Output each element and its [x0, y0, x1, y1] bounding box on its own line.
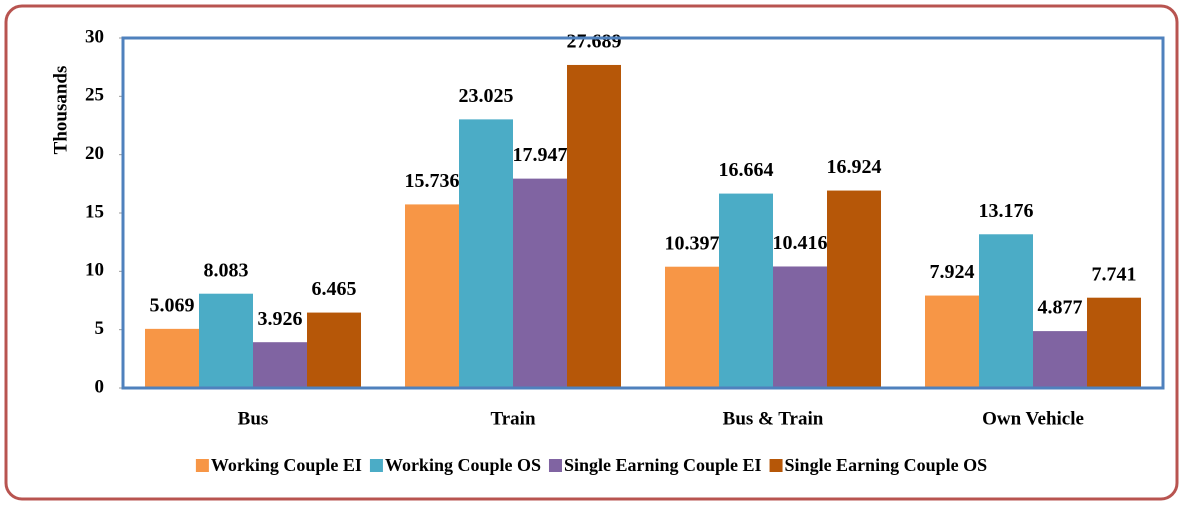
bar — [145, 328, 199, 388]
data-label: 17.947 — [513, 144, 568, 166]
legend-label: Single Earning Couple OS — [785, 455, 988, 475]
y-tick-label: 5 — [95, 318, 105, 339]
bar — [199, 293, 253, 388]
bar — [719, 193, 773, 388]
x-tick-label: Own Vehicle — [982, 408, 1084, 429]
data-label: 5.069 — [150, 294, 195, 316]
bar — [1087, 297, 1141, 388]
data-label: 3.926 — [258, 308, 303, 330]
legend-swatch — [769, 459, 783, 472]
data-label: 23.025 — [459, 85, 514, 107]
bar — [253, 342, 307, 388]
bar — [665, 266, 719, 388]
x-tick-label: Train — [490, 408, 535, 429]
data-label: 16.664 — [719, 159, 774, 181]
y-tick-label: 0 — [95, 376, 105, 397]
bar — [307, 312, 361, 388]
data-label: 10.416 — [773, 232, 828, 254]
data-label: 7.924 — [930, 261, 975, 283]
y-tick-label: 15 — [85, 201, 104, 222]
y-tick-label: 20 — [85, 143, 104, 164]
bar — [925, 295, 979, 388]
bar — [1033, 331, 1087, 388]
data-label: 15.736 — [405, 170, 460, 192]
bar — [567, 64, 621, 388]
data-label: 27.689 — [567, 31, 622, 53]
data-label: 8.083 — [204, 259, 249, 281]
y-axis-title: Thousands — [50, 66, 71, 155]
bar — [513, 178, 567, 388]
x-tick-label: Bus — [238, 408, 269, 429]
legend-label: Working Couple OS — [385, 455, 541, 475]
data-label: 10.397 — [665, 232, 720, 254]
bar — [827, 190, 881, 388]
bar — [979, 234, 1033, 388]
data-label: 16.924 — [827, 156, 882, 178]
bar — [459, 119, 513, 388]
legend-label: Working Couple EI — [211, 455, 362, 475]
bar — [773, 266, 827, 388]
y-tick-label: 10 — [85, 260, 104, 281]
y-tick-label: 30 — [85, 26, 104, 47]
bar — [405, 204, 459, 388]
plot-frame — [121, 36, 1165, 390]
legend-swatch — [195, 459, 209, 472]
legend-label: Single Earning Couple EI — [564, 455, 762, 475]
data-label: 6.465 — [312, 278, 357, 300]
x-tick-label: Bus & Train — [723, 408, 824, 429]
data-label: 7.741 — [1092, 263, 1137, 285]
data-label: 4.877 — [1038, 297, 1083, 319]
legend-swatch — [548, 459, 562, 472]
data-label: 13.176 — [979, 200, 1034, 222]
y-tick-label: 25 — [85, 85, 104, 106]
legend-swatch — [369, 459, 383, 472]
